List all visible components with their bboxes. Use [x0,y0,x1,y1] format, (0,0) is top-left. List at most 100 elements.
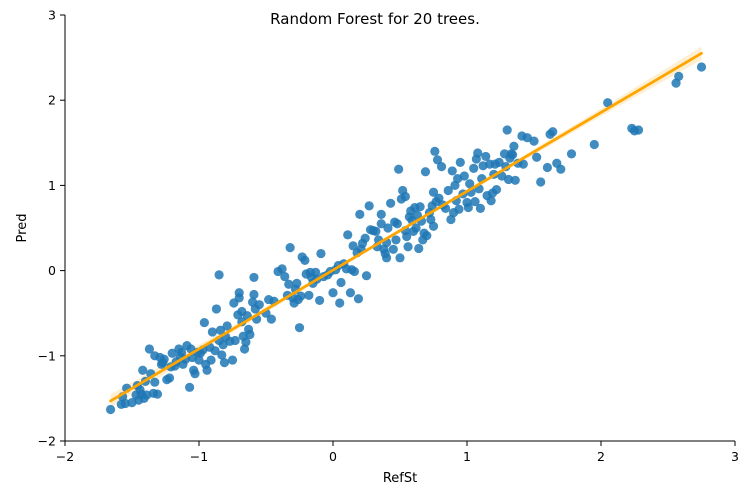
data-point [349,266,360,277]
data-point [211,304,222,314]
data-point [532,152,542,162]
data-point [285,243,295,253]
data-point [355,209,365,219]
data-point [336,277,346,288]
data-point [144,344,155,354]
regression-line [109,51,703,403]
data-point [388,244,398,254]
data-point [249,289,259,300]
data-point [190,369,200,379]
data-point [415,202,425,212]
data-point [214,270,224,280]
data-point [503,174,514,185]
data-point [455,157,465,167]
data-point [509,141,519,151]
data-point [392,219,402,229]
data-point [361,271,372,281]
data-point [222,321,232,331]
data-point [376,219,386,229]
data-point [194,355,204,365]
data-point [345,288,356,298]
data-point [371,226,381,237]
data-point [542,162,553,173]
data-point [394,164,404,174]
data-point [674,71,684,81]
data-point [176,347,187,357]
data-point [403,242,413,252]
data-point [428,187,439,197]
data-point [633,125,644,135]
data-point [239,344,250,354]
data-point [382,253,392,263]
y-tick-label: −2 [38,434,56,449]
data-point [316,248,326,259]
x-axis-label: RefSt [383,471,417,486]
data-point [310,267,321,277]
data-point [245,329,255,340]
data-point [510,175,520,185]
data-point [230,335,240,346]
data-point [486,196,496,206]
data-point [436,162,447,172]
data-point [383,223,393,233]
x-tick-label: 1 [463,449,471,464]
y-tick-label: 1 [48,178,56,193]
data-point [353,294,364,304]
data-point [199,317,209,328]
x-tick-label: −1 [190,449,208,464]
data-point [400,191,410,202]
data-point [241,337,251,347]
data-point [556,164,566,174]
y-axis-label: Pred [15,214,30,243]
data-point [210,346,220,356]
data-point [296,291,306,301]
data-point [465,179,475,189]
data-point [603,98,613,108]
data-point [167,348,177,358]
data-point [207,327,217,337]
y-tick-label: 0 [48,263,56,278]
axes [64,15,735,442]
data-point [284,279,294,289]
data-point [348,241,358,251]
data-point [507,150,518,160]
data-point [414,243,424,254]
data-point [249,272,259,283]
data-point [469,163,479,173]
data-point [152,389,163,399]
data-point [386,198,396,208]
data-point [292,278,302,288]
data-point [502,125,512,135]
data-point [473,148,483,158]
data-point [529,136,539,146]
data-point [548,127,558,137]
data-point [589,139,599,150]
data-point [434,193,444,203]
data-point [360,233,370,243]
x-tick-label: 2 [597,449,605,464]
data-point [402,231,412,242]
data-point [430,146,440,156]
data-points [105,62,707,415]
data-point [217,350,227,360]
data-point [343,230,353,240]
data-point [566,149,577,159]
data-point [459,171,469,181]
data-point [206,355,216,365]
data-point [254,300,264,310]
data-point [454,204,464,214]
y-tick-label: 3 [48,8,56,23]
data-point [280,271,290,282]
x-tick-label: −2 [56,449,74,464]
data-point [335,298,345,308]
chart-title: Random Forest for 20 trees. [270,10,480,28]
data-point [277,264,287,274]
data-point [470,196,480,207]
y-tick-label: 2 [48,93,56,108]
data-point [391,235,401,245]
x-ticks: −2 −1 0 1 2 3 [56,441,739,464]
y-ticks: −2 −1 0 1 2 3 [38,8,65,449]
data-point [234,293,244,303]
data-point [164,373,175,383]
